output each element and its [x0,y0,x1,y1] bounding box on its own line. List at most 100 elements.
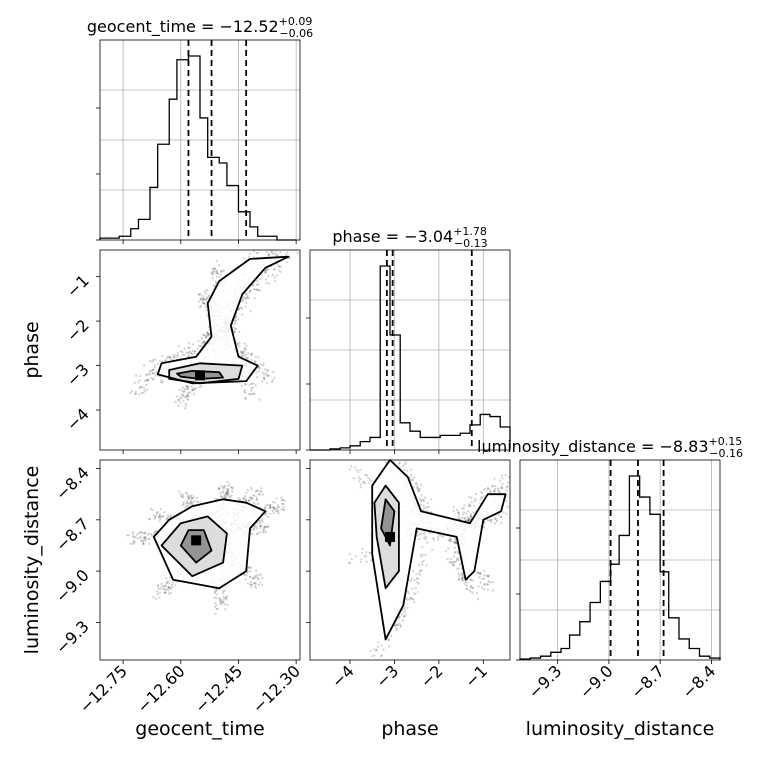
scatter-point [135,374,138,377]
scatter-point [161,515,164,518]
panel-frame [519,459,721,661]
scatter-point [150,532,153,536]
scatter-point [227,492,230,495]
scatter-point [165,577,168,580]
scatter-point [285,261,289,264]
scatter-point [202,341,205,344]
scatter-point [244,397,248,400]
scatter-point [457,558,460,562]
scatter-point [505,499,508,502]
scatter-point [476,592,479,595]
scatter-point [488,580,491,584]
scatter-point [473,499,476,503]
scatter-point [230,494,233,497]
scatter-point [155,590,158,593]
scatter-point [223,496,226,499]
scatter-point [456,552,460,555]
scatter-point [469,515,472,518]
scatter-point [357,476,361,479]
scatter-point [187,351,190,354]
scatter-point [255,283,259,286]
scatter-point [181,504,184,507]
scatter-point [225,491,228,494]
scatter-point [399,624,402,627]
scatter-point [505,489,508,492]
scatter-point [495,519,499,523]
joint-panel-phase_vs_luminosity_distance [306,459,511,664]
scatter-point [410,577,414,580]
scatter-point [462,507,465,510]
scatter-point [349,561,352,564]
scatter-point [225,493,228,496]
scatter-point [256,489,259,492]
scatter-point [479,581,482,584]
scatter-point [187,395,190,398]
scatter-point [250,387,253,390]
scatter-point [259,278,262,281]
scatter-point [270,250,274,253]
scatter-point [263,368,266,371]
scatter-point [178,388,181,392]
scatter-point [478,572,481,575]
scatter-point [182,503,185,506]
scatter-point [398,615,401,619]
scatter-point [261,493,264,496]
scatter-point [262,528,265,532]
scatter-point [407,591,410,595]
scatter-point [486,575,489,578]
scatter-point [151,378,154,381]
scatter-point [189,501,192,504]
scatter-point [249,586,253,589]
scatter-point [457,572,460,576]
scatter-point [191,389,194,392]
scatter-point [253,297,256,300]
scatter-point [486,588,489,591]
scatter-point [418,533,421,536]
density-peak [195,370,205,381]
scatter-point [257,366,260,369]
scatter-point [410,473,413,476]
scatter-point [250,354,253,357]
scatter-point [238,330,241,333]
scatter-point [254,384,257,387]
scatter-point [249,289,252,292]
scatter-point [423,533,426,536]
scatter-point [168,586,171,589]
scatter-point [202,302,205,305]
scatter-point [260,274,264,277]
scatter-point [140,391,143,395]
scatter-point [153,530,156,533]
scatter-point [211,270,214,273]
scatter-point [235,315,238,318]
scatter-point [198,293,201,297]
scatter-point [187,391,190,394]
scatter-point [134,535,137,539]
scatter-point [275,510,278,513]
scatter-point [416,486,419,489]
scatter-point [373,654,376,657]
scatter-point [144,532,147,535]
scatter-point [401,464,404,467]
title-value: geocent_time = −12.52 [87,17,279,37]
scatter-point [244,382,247,386]
title-value: phase = −3.04 [332,227,453,246]
scatter-point [363,482,366,485]
scatter-point [264,278,268,281]
scatter-point [494,485,497,488]
scatter-point [477,598,480,601]
scatter-point [256,489,259,492]
scatter-point [206,333,209,336]
scatter-point [248,255,251,258]
x-axis-label-geocent_time: geocent_time [135,718,264,740]
scatter-point [427,506,431,509]
scatter-point [153,366,157,369]
scatter-point [172,353,175,356]
scatter-point [181,386,184,389]
scatter-point [144,535,147,539]
scatter-point [255,498,258,501]
panel-frame [309,459,511,661]
scatter-point [169,514,173,517]
scatter-point [174,400,177,403]
scatter-point [452,564,455,567]
